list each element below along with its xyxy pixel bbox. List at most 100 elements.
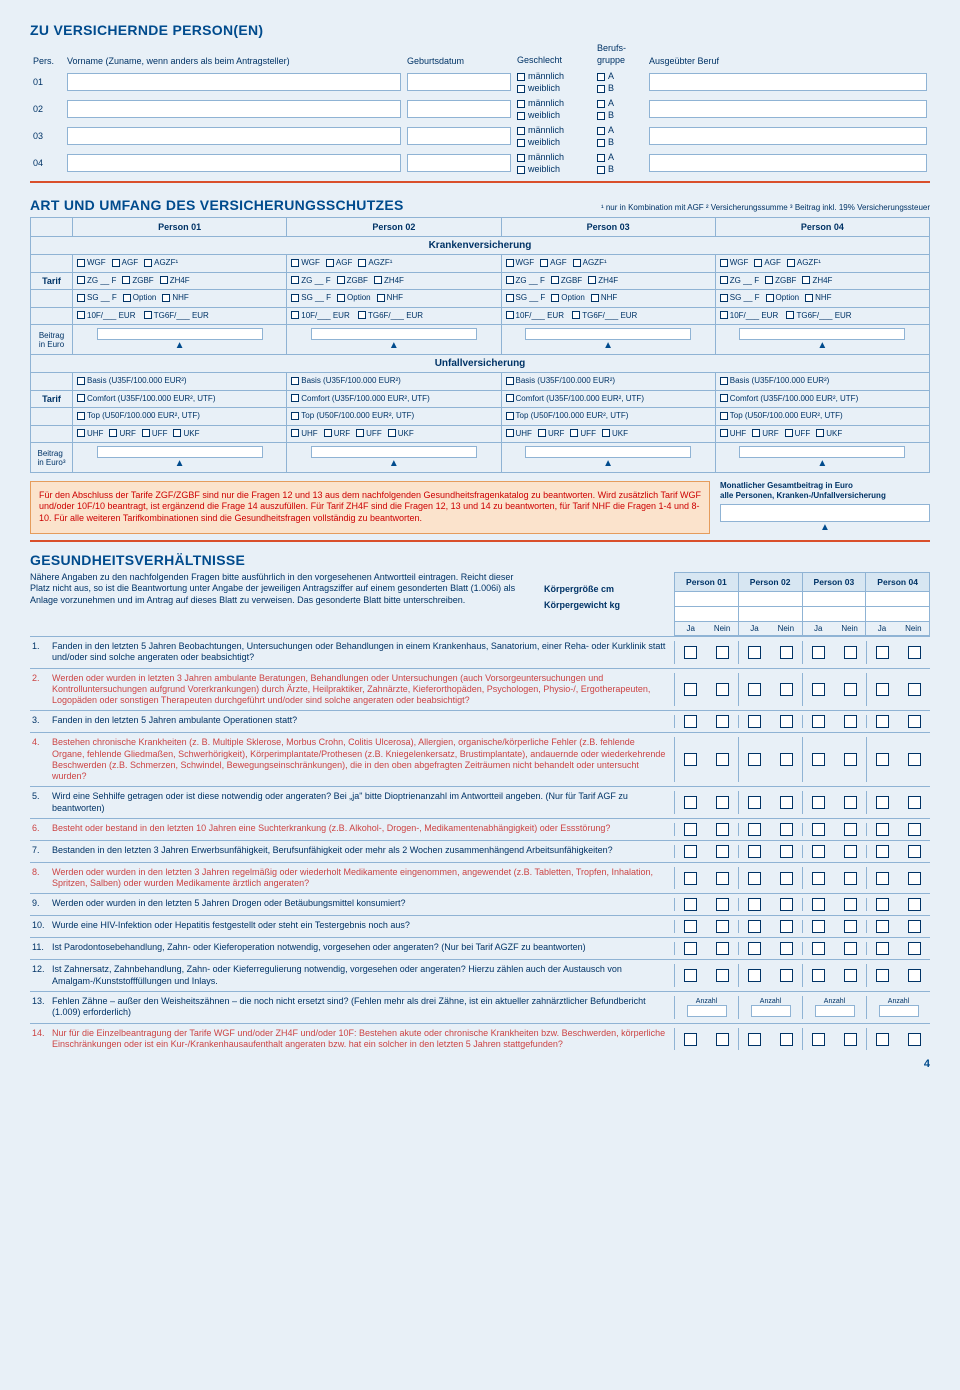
yes-checkbox[interactable] (876, 872, 889, 885)
no-checkbox[interactable] (844, 920, 857, 933)
yes-checkbox[interactable] (684, 872, 697, 885)
job-input[interactable] (649, 154, 927, 172)
beitrag-input[interactable] (739, 328, 905, 340)
yes-checkbox[interactable] (876, 920, 889, 933)
no-checkbox[interactable] (780, 898, 793, 911)
yes-checkbox[interactable] (812, 715, 825, 728)
no-checkbox[interactable] (844, 823, 857, 836)
beitrag-input[interactable] (739, 446, 905, 458)
no-checkbox[interactable] (716, 753, 729, 766)
yes-checkbox[interactable] (876, 753, 889, 766)
no-checkbox[interactable] (908, 683, 921, 696)
yes-checkbox[interactable] (684, 942, 697, 955)
beitrag-input[interactable] (525, 446, 691, 458)
birth-input[interactable] (407, 73, 511, 91)
yes-checkbox[interactable] (684, 715, 697, 728)
yes-checkbox[interactable] (684, 823, 697, 836)
yes-checkbox[interactable] (812, 969, 825, 982)
yes-checkbox[interactable] (684, 796, 697, 809)
no-checkbox[interactable] (780, 920, 793, 933)
group-b-checkbox[interactable] (597, 139, 605, 147)
yes-checkbox[interactable] (876, 715, 889, 728)
no-checkbox[interactable] (780, 796, 793, 809)
yes-checkbox[interactable] (684, 753, 697, 766)
no-checkbox[interactable] (716, 942, 729, 955)
no-checkbox[interactable] (716, 920, 729, 933)
male-checkbox[interactable] (517, 154, 525, 162)
yes-checkbox[interactable] (684, 969, 697, 982)
yes-checkbox[interactable] (876, 823, 889, 836)
yes-checkbox[interactable] (748, 898, 761, 911)
no-checkbox[interactable] (908, 753, 921, 766)
no-checkbox[interactable] (844, 1033, 857, 1046)
yes-checkbox[interactable] (812, 646, 825, 659)
no-checkbox[interactable] (908, 823, 921, 836)
yes-checkbox[interactable] (748, 753, 761, 766)
group-b-checkbox[interactable] (597, 85, 605, 93)
no-checkbox[interactable] (844, 845, 857, 858)
yes-checkbox[interactable] (812, 872, 825, 885)
no-checkbox[interactable] (908, 969, 921, 982)
yes-checkbox[interactable] (876, 969, 889, 982)
yes-checkbox[interactable] (684, 646, 697, 659)
no-checkbox[interactable] (716, 715, 729, 728)
name-input[interactable] (67, 73, 401, 91)
yes-checkbox[interactable] (812, 845, 825, 858)
yes-checkbox[interactable] (748, 796, 761, 809)
no-checkbox[interactable] (716, 683, 729, 696)
beitrag-input[interactable] (525, 328, 691, 340)
job-input[interactable] (649, 127, 927, 145)
yes-checkbox[interactable] (812, 683, 825, 696)
yes-checkbox[interactable] (684, 1033, 697, 1046)
yes-checkbox[interactable] (876, 845, 889, 858)
male-checkbox[interactable] (517, 73, 525, 81)
female-checkbox[interactable] (517, 166, 525, 174)
yes-checkbox[interactable] (876, 796, 889, 809)
no-checkbox[interactable] (908, 715, 921, 728)
no-checkbox[interactable] (716, 646, 729, 659)
yes-checkbox[interactable] (876, 1033, 889, 1046)
yes-checkbox[interactable] (812, 753, 825, 766)
no-checkbox[interactable] (908, 898, 921, 911)
no-checkbox[interactable] (844, 683, 857, 696)
no-checkbox[interactable] (716, 872, 729, 885)
no-checkbox[interactable] (844, 898, 857, 911)
no-checkbox[interactable] (780, 753, 793, 766)
no-checkbox[interactable] (908, 646, 921, 659)
no-checkbox[interactable] (716, 969, 729, 982)
yes-checkbox[interactable] (748, 823, 761, 836)
no-checkbox[interactable] (844, 969, 857, 982)
no-checkbox[interactable] (780, 872, 793, 885)
yes-checkbox[interactable] (684, 683, 697, 696)
male-checkbox[interactable] (517, 100, 525, 108)
no-checkbox[interactable] (844, 715, 857, 728)
group-a-checkbox[interactable] (597, 100, 605, 108)
group-a-checkbox[interactable] (597, 73, 605, 81)
job-input[interactable] (649, 73, 927, 91)
total-input[interactable] (720, 504, 930, 522)
no-checkbox[interactable] (908, 845, 921, 858)
no-checkbox[interactable] (780, 845, 793, 858)
yes-checkbox[interactable] (876, 646, 889, 659)
male-checkbox[interactable] (517, 127, 525, 135)
group-b-checkbox[interactable] (597, 112, 605, 120)
no-checkbox[interactable] (780, 683, 793, 696)
no-checkbox[interactable] (908, 872, 921, 885)
no-checkbox[interactable] (780, 715, 793, 728)
job-input[interactable] (649, 100, 927, 118)
no-checkbox[interactable] (844, 646, 857, 659)
name-input[interactable] (67, 127, 401, 145)
no-checkbox[interactable] (716, 898, 729, 911)
yes-checkbox[interactable] (748, 942, 761, 955)
yes-checkbox[interactable] (748, 646, 761, 659)
no-checkbox[interactable] (844, 942, 857, 955)
yes-checkbox[interactable] (812, 898, 825, 911)
group-a-checkbox[interactable] (597, 127, 605, 135)
female-checkbox[interactable] (517, 139, 525, 147)
yes-checkbox[interactable] (748, 872, 761, 885)
name-input[interactable] (67, 100, 401, 118)
yes-checkbox[interactable] (684, 845, 697, 858)
birth-input[interactable] (407, 127, 511, 145)
group-a-checkbox[interactable] (597, 154, 605, 162)
yes-checkbox[interactable] (748, 1033, 761, 1046)
